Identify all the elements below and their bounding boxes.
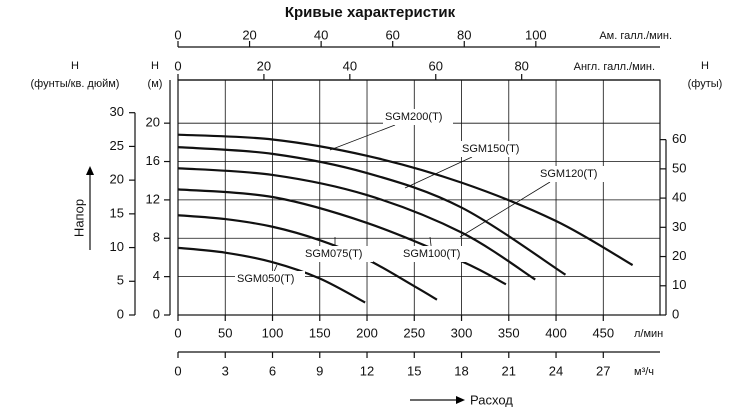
- uk_gpm-tick-label: 60: [429, 58, 443, 73]
- y-tick-label: 12: [146, 191, 160, 206]
- psi-tick-label: 5: [117, 273, 124, 288]
- label-box: [401, 246, 471, 262]
- series-label: SGM050(T): [237, 273, 294, 285]
- us_gpm-tick-label: 100: [525, 27, 547, 42]
- uk_gpm-tick-label: 40: [343, 58, 357, 73]
- label-box: [460, 141, 530, 157]
- x-tick-label: 250: [403, 325, 425, 340]
- us_gpm-tick-label: 80: [457, 27, 471, 42]
- curve: [177, 133, 634, 267]
- label-box: [303, 246, 373, 262]
- x-tick-label: 200: [356, 325, 378, 340]
- leader-line: [329, 124, 396, 151]
- m3h-tick-label: 3: [222, 363, 229, 378]
- psi-tick-label: 0: [117, 306, 124, 321]
- series-label: SGM100(T): [403, 248, 460, 260]
- y-tick-label: 4: [153, 268, 160, 283]
- curve: [177, 214, 438, 301]
- leader-line: [459, 181, 551, 238]
- x-tick-label: 400: [545, 325, 567, 340]
- psi-tick-label: 25: [110, 138, 124, 153]
- feet-tick-label: 40: [672, 190, 686, 205]
- x-tick-label: 300: [451, 325, 473, 340]
- uk_gpm-tick-label: 20: [257, 58, 271, 73]
- x-tick-label: 50: [218, 325, 232, 340]
- us_gpm-tick-label: 60: [385, 27, 399, 42]
- y-axis-title: Напор: [71, 199, 86, 237]
- feet-tick-label: 60: [672, 131, 686, 146]
- m3h-tick-label: 0: [174, 363, 181, 378]
- y-axis-label: (м): [148, 78, 163, 90]
- x-tick-label: 0: [174, 325, 181, 340]
- chart-title: Кривые характеристик: [285, 4, 456, 21]
- series-label: SGM120(T): [540, 168, 597, 180]
- series-label: SGM075(T): [305, 248, 362, 260]
- psi-tick-label: 15: [110, 205, 124, 220]
- us_gpm-tick-label: 20: [242, 27, 256, 42]
- feet-tick-label: 0: [672, 306, 679, 321]
- uk_gpm-tick-label: 0: [174, 58, 181, 73]
- x-tick-label: 350: [498, 325, 520, 340]
- y-tick-label: 16: [146, 153, 160, 168]
- label-box: [538, 166, 608, 182]
- x-tick-label: 150: [309, 325, 331, 340]
- arrow-head: [456, 396, 465, 404]
- curve: [177, 167, 536, 281]
- feet-axis-label: (футы): [688, 78, 723, 90]
- curve: [177, 146, 567, 276]
- feet-tick-label: 20: [672, 248, 686, 263]
- m3h-tick-label: 21: [502, 363, 516, 378]
- psi-axis-label: H: [71, 60, 79, 72]
- y-tick-label: 8: [153, 230, 160, 245]
- x-axis-title: Расход: [470, 392, 513, 407]
- m3h-tick-label: 27: [596, 363, 610, 378]
- label-box: [383, 109, 453, 125]
- psi-tick-label: 20: [110, 172, 124, 187]
- feet-tick-label: 30: [672, 219, 686, 234]
- leader-line: [404, 156, 473, 189]
- m3h-axis-label: м³/ч: [634, 366, 654, 378]
- us_gpm-tick-label: 0: [174, 27, 181, 42]
- y-tick-label: 20: [146, 115, 160, 130]
- psi-tick-label: 30: [110, 104, 124, 119]
- series-label: SGM150(T): [462, 143, 519, 155]
- psi-axis-label: (фунты/кв. дюйм): [31, 78, 120, 90]
- series-label: SGM200(T): [385, 111, 442, 123]
- m3h-tick-label: 12: [360, 363, 374, 378]
- label-box: [235, 271, 305, 287]
- y-tick-label: 0: [153, 306, 160, 321]
- curve: [177, 188, 507, 286]
- m3h-tick-label: 18: [454, 363, 468, 378]
- m3h-tick-label: 6: [269, 363, 276, 378]
- m3h-tick-label: 9: [316, 363, 323, 378]
- curve: [177, 246, 366, 304]
- uk_gpm-tick-label: 80: [514, 58, 528, 73]
- x-tick-label: 100: [262, 325, 284, 340]
- y-axis-label: H: [151, 60, 159, 72]
- us_gpm-axis-label: Ам. галл./мин.: [599, 30, 672, 42]
- m3h-tick-label: 15: [407, 363, 421, 378]
- x-axis-label: л/мин: [634, 328, 663, 340]
- arrow-head: [86, 166, 94, 175]
- m3h-tick-label: 24: [549, 363, 563, 378]
- feet-tick-label: 10: [672, 277, 686, 292]
- uk_gpm-axis-label: Англ. галл./мин.: [574, 61, 655, 73]
- us_gpm-tick-label: 40: [314, 27, 328, 42]
- feet-axis-label: H: [701, 60, 709, 72]
- psi-tick-label: 10: [110, 239, 124, 254]
- feet-tick-label: 50: [672, 160, 686, 175]
- x-tick-label: 450: [592, 325, 614, 340]
